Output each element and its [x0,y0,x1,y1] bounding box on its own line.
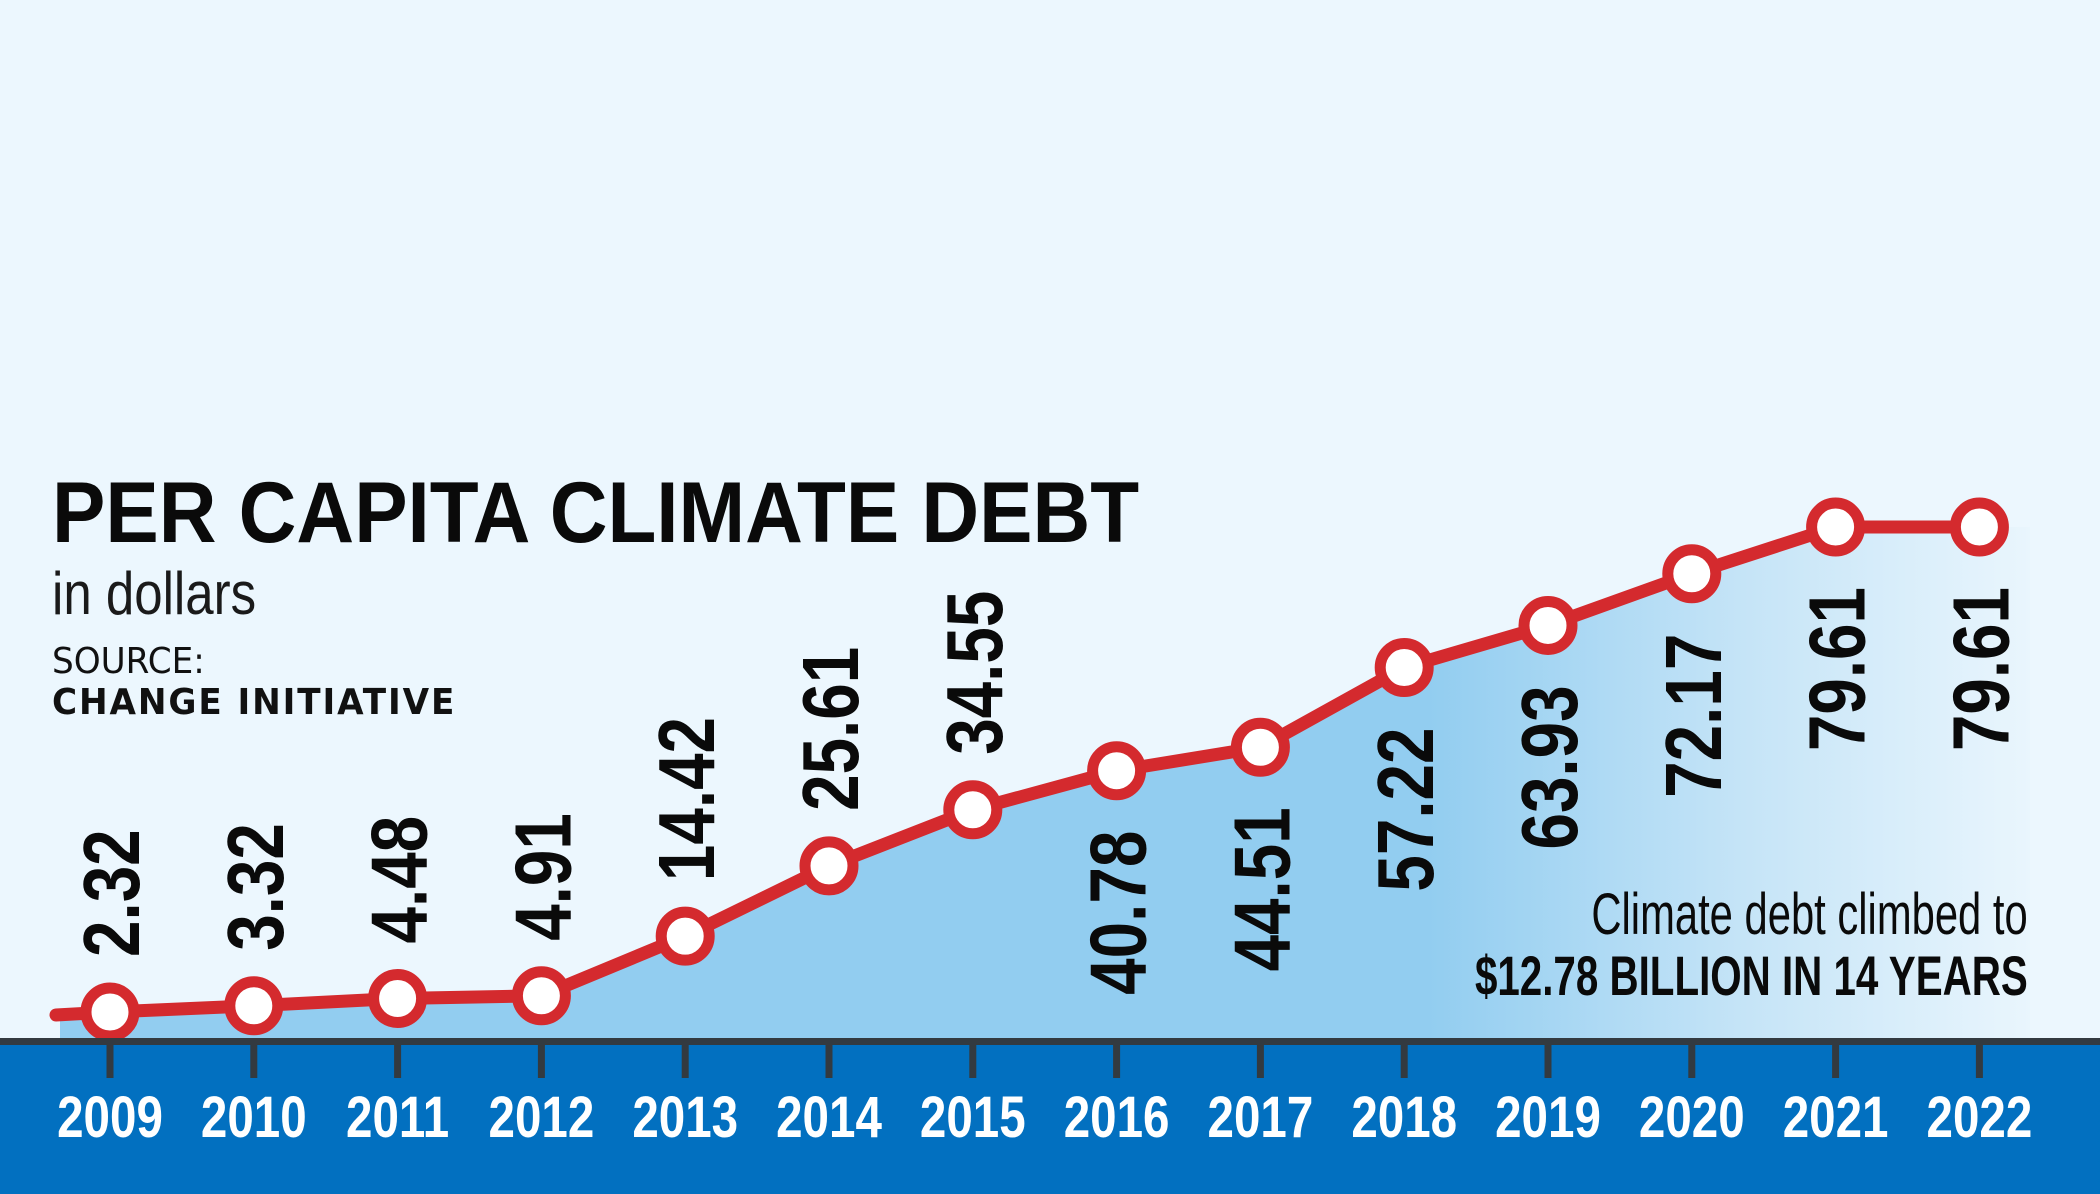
data-point-marker [1230,717,1290,777]
x-axis-tick [250,1044,258,1078]
x-axis-label: 2021 [1783,1086,1889,1151]
x-axis-label: 2016 [1064,1086,1170,1151]
value-label: 34.55 [930,591,1020,755]
value-label: 40.78 [1073,831,1163,995]
x-axis-tick [537,1044,545,1078]
value-label: 4.91 [498,813,588,941]
chart-header: PER CAPITA CLIMATE DEBT in dollars SOURC… [52,470,1221,724]
x-axis-label: 2014 [776,1086,882,1151]
x-axis-label: 2010 [201,1086,307,1151]
data-point-marker [1806,497,1866,557]
x-axis-ticks [106,1044,1983,1078]
x-axis-label: 2015 [920,1086,1026,1151]
x-axis-label: 2017 [1208,1086,1314,1151]
value-label: 14.42 [642,717,732,881]
data-point-marker [1949,497,2009,557]
summary-annotation: Climate debt climbed to $12.78 BILLION I… [1260,884,2028,1006]
x-axis-tick [1256,1044,1264,1078]
value-label: 3.32 [211,823,301,951]
x-axis-label: 2018 [1351,1086,1457,1151]
x-axis-tick [1544,1044,1552,1078]
value-label: 72.17 [1649,634,1739,798]
value-label: 44.51 [1217,807,1307,971]
data-point-marker [80,982,140,1042]
data-point-marker [943,780,1003,840]
x-axis-tick [106,1044,114,1078]
value-label: 4.48 [354,816,444,944]
data-point-marker [1518,595,1578,655]
annotation-rest: BILLION IN 14 YEARS [1609,944,2028,1007]
value-label: 57.22 [1361,728,1451,892]
value-label: 2.32 [67,829,157,957]
data-point-marker [511,966,571,1026]
value-label: 25.61 [786,647,876,811]
x-axis-label: 2009 [57,1086,163,1151]
x-axis-tick [1113,1044,1121,1078]
source-name: CHANGE INITIATIVE [52,682,457,723]
data-point-marker [1662,544,1722,604]
chart-subtitle: in dollars [52,560,257,627]
x-axis-labels: 2009 2010 2011 2012 2013 2014 2015 2016 2017 2018… [57,1086,2032,1151]
annotation-line-1: Climate debt climbed to [1591,882,2028,947]
data-point-marker [224,976,284,1036]
annotation-amount: $12.78 [1475,944,1599,1007]
value-label: 79.61 [1792,587,1882,751]
value-labels: 2.32 3.32 4.48 4.91 14.42 25.61 34.55 40.78 44.5… [67,587,2026,995]
x-axis-tick [681,1044,689,1078]
x-axis-band [0,1042,2100,1194]
data-point-marker [799,836,859,896]
area-fill [60,527,2030,1040]
x-axis-label: 2011 [346,1086,449,1151]
x-axis-label: 2019 [1495,1086,1601,1151]
source-label: SOURCE: [52,641,205,682]
x-axis-label: 2022 [1927,1086,2033,1151]
data-point-marker [368,968,428,1028]
x-axis-tick [1832,1044,1840,1078]
value-label: 79.61 [1936,587,2026,751]
x-axis-label: 2012 [489,1086,595,1151]
data-point-marker [655,906,715,966]
x-axis-tick [394,1044,402,1078]
data-point-marker [1087,741,1147,801]
data-point-marker [1374,638,1434,698]
x-axis-label: 2013 [632,1086,738,1151]
x-axis-tick [1400,1044,1408,1078]
x-axis-tick [969,1044,977,1078]
x-axis-label: 2020 [1639,1086,1745,1151]
chart-title: PER CAPITA CLIMATE DEBT [52,465,1140,561]
annotation-line-2: $12.78 BILLION IN 14 YEARS [1475,946,2028,1006]
x-axis-line [0,1038,2100,1045]
x-axis-tick [1688,1044,1696,1078]
x-axis-tick [825,1044,833,1078]
data-markers [80,497,2009,1042]
value-label: 63.93 [1505,685,1595,849]
x-axis-tick [1975,1044,1983,1078]
